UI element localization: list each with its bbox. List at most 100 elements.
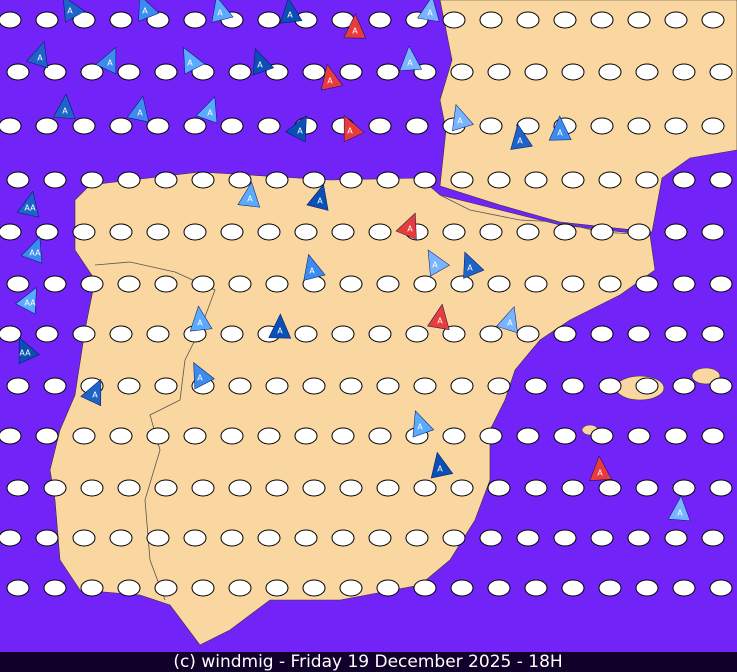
station — [154, 171, 178, 189]
station — [154, 63, 178, 81]
station — [6, 479, 30, 497]
wind-marker: A — [268, 313, 292, 339]
station — [479, 427, 503, 445]
station — [302, 63, 326, 81]
station — [117, 275, 141, 293]
wind-label: A — [677, 509, 683, 518]
station — [487, 275, 511, 293]
station — [450, 275, 474, 293]
station — [598, 63, 622, 81]
wind-arrow — [126, 95, 150, 123]
station — [516, 11, 540, 29]
station — [487, 579, 511, 597]
station — [0, 529, 22, 547]
station — [524, 377, 548, 395]
wind-marker: A — [430, 451, 454, 479]
station — [109, 223, 133, 241]
wind-arrow — [395, 212, 417, 240]
wind-marker: A — [548, 115, 572, 141]
station — [294, 325, 318, 343]
station — [635, 579, 659, 597]
station — [191, 275, 215, 293]
wind-marker: A — [452, 104, 474, 132]
wind-marker: A — [26, 41, 48, 69]
station — [339, 63, 363, 81]
wind-label: AA — [24, 299, 36, 308]
wind-marker: A — [496, 306, 518, 334]
wind-arrow — [510, 123, 533, 150]
wind-marker: A — [667, 495, 691, 522]
station — [664, 529, 688, 547]
station — [117, 377, 141, 395]
station — [35, 117, 59, 135]
wind-label: A — [407, 59, 413, 68]
station — [257, 11, 281, 29]
station — [220, 325, 244, 343]
wind-arrow — [52, 93, 76, 120]
station — [635, 63, 659, 81]
station — [146, 325, 170, 343]
wind-label: A — [507, 319, 513, 328]
station — [6, 63, 30, 81]
wind-arrow — [399, 45, 423, 71]
station — [413, 171, 437, 189]
station — [442, 223, 466, 241]
wind-marker: A — [95, 46, 117, 75]
station — [709, 579, 733, 597]
station — [553, 325, 577, 343]
station — [553, 529, 577, 547]
station — [331, 427, 355, 445]
station — [265, 171, 289, 189]
station — [450, 579, 474, 597]
station — [302, 479, 326, 497]
station — [405, 529, 429, 547]
station — [709, 63, 733, 81]
station — [0, 325, 22, 343]
station — [413, 479, 437, 497]
station — [672, 579, 696, 597]
station — [368, 117, 392, 135]
wind-arrow — [193, 362, 215, 390]
station — [709, 171, 733, 189]
station — [561, 579, 585, 597]
station — [516, 325, 540, 343]
station — [450, 377, 474, 395]
station — [43, 579, 67, 597]
wind-arrow — [279, 0, 303, 24]
station — [228, 479, 252, 497]
station — [265, 275, 289, 293]
station — [487, 63, 511, 81]
station — [590, 427, 614, 445]
station — [228, 579, 252, 597]
station — [117, 579, 141, 597]
station — [117, 479, 141, 497]
station — [191, 579, 215, 597]
station — [561, 479, 585, 497]
wind-marker: A — [399, 45, 423, 71]
station — [72, 529, 96, 547]
station — [672, 63, 696, 81]
station — [220, 427, 244, 445]
wind-marker: A — [189, 305, 213, 332]
wind-arrow — [427, 303, 450, 330]
station — [72, 11, 96, 29]
wind-marker: A — [211, 0, 234, 23]
station — [479, 223, 503, 241]
station — [627, 117, 651, 135]
station — [487, 171, 511, 189]
station — [553, 427, 577, 445]
station — [701, 11, 725, 29]
wind-marker: A — [193, 362, 215, 390]
wind-label: A — [62, 107, 68, 116]
station — [80, 63, 104, 81]
station — [228, 377, 252, 395]
station — [183, 529, 207, 547]
station — [627, 427, 651, 445]
wind-label: A — [557, 129, 563, 138]
station — [0, 427, 22, 445]
wind-marker: A — [195, 96, 218, 124]
wind-label: A — [437, 317, 443, 326]
wind-marker: A — [412, 410, 435, 438]
station — [442, 11, 466, 29]
